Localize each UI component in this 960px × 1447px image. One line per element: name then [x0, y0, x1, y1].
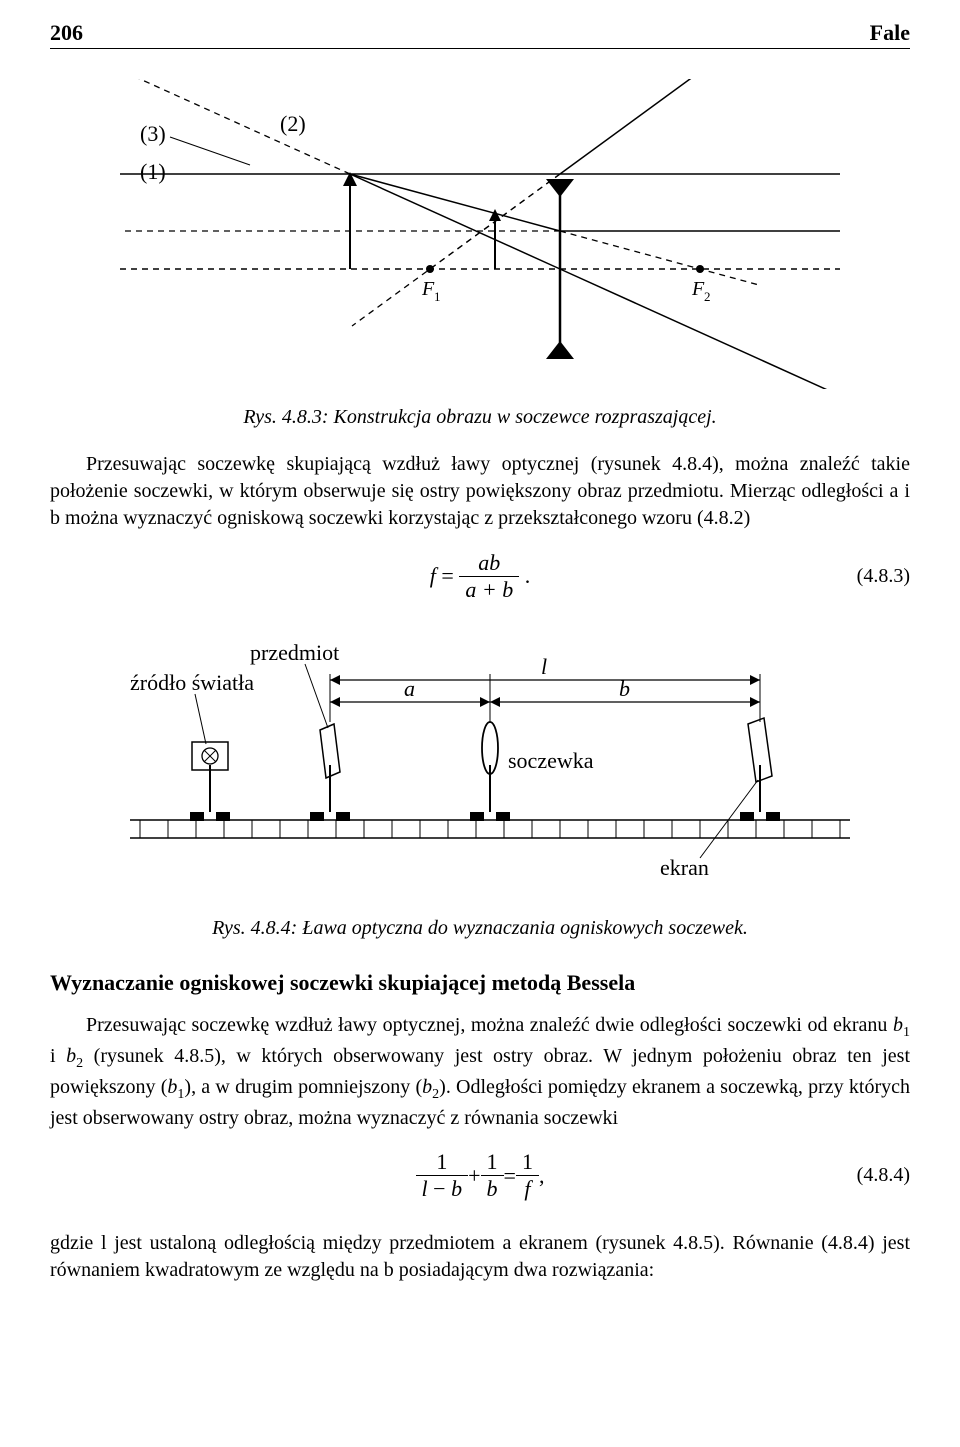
svg-text:ekran: ekran [660, 855, 709, 880]
and: i [50, 1045, 66, 1067]
svg-text:a: a [404, 676, 415, 701]
eq2-d1: l − b [416, 1176, 469, 1202]
para2a: Przesuwając soczewkę wzdłuż ławy optyczn… [86, 1014, 893, 1036]
b2c: b [422, 1076, 432, 1098]
fig1-svg: F1F2(1)(2)(3) [100, 79, 860, 389]
b1sub: 1 [903, 1025, 910, 1040]
svg-text:F: F [691, 278, 705, 300]
equation-4-8-3: f = ab a + b . (4.8.3) [50, 548, 910, 604]
equation-4-8-4: 1 l − b + 1 b = 1 f , (4.8.4) [50, 1148, 910, 1204]
eq1-num: ab [459, 550, 519, 577]
svg-text:2: 2 [704, 289, 711, 304]
fig2-caption: Rys. 4.8.4: Ława optyczna do wyznaczania… [50, 917, 910, 940]
page-number: 206 [50, 20, 83, 46]
chapter-title: Fale [870, 20, 910, 46]
svg-text:(3): (3) [140, 121, 166, 146]
fig2-svg: a b l przedmiot źródło światła soczewka ekran [100, 630, 860, 900]
eq2-n3: 1 [516, 1149, 539, 1176]
eq2-n2: 1 [481, 1149, 504, 1176]
svg-text:soczewka: soczewka [508, 748, 594, 773]
eq2-d3: f [516, 1176, 539, 1202]
eq2-plus: + [468, 1163, 480, 1189]
eq1-equals: = [436, 563, 459, 589]
eq2-number: (4.8.4) [857, 1164, 910, 1187]
paragraph-2: Przesuwając soczewkę wzdłuż ławy optyczn… [50, 1012, 910, 1132]
svg-text:1: 1 [434, 289, 441, 304]
paragraph-3: gdzie l jest ustaloną odległością między… [50, 1230, 910, 1284]
svg-text:(2): (2) [280, 111, 306, 136]
eq1-number: (4.8.3) [857, 565, 910, 588]
eq1-period: . [519, 563, 530, 589]
eq2-eq: = [504, 1163, 516, 1189]
paragraph-1: Przesuwając soczewkę skupiającą wzdłuż ł… [50, 451, 910, 532]
para2d: ). Odległości pomiędzy ekranem a soczewk… [50, 1076, 910, 1129]
b1c: b [167, 1076, 177, 1098]
svg-text:l: l [541, 654, 547, 679]
svg-text:źródło światła: źródło światła [130, 670, 254, 695]
svg-text:b: b [619, 676, 630, 701]
para2c: ), a w drugim pomniejszony ( [184, 1076, 422, 1098]
eq2-n1: 1 [416, 1149, 469, 1176]
figure-4-8-3: F1F2(1)(2)(3) Rys. 4.8.3: Konstrukcja ob… [50, 79, 910, 429]
svg-text:przedmiot: przedmiot [250, 640, 339, 665]
eq2-d2: b [481, 1176, 504, 1202]
b1: b [893, 1014, 903, 1036]
eq2-comma: , [539, 1163, 545, 1189]
svg-text:(1): (1) [140, 159, 166, 184]
svg-text:F: F [421, 278, 435, 300]
fig1-caption: Rys. 4.8.3: Konstrukcja obrazu w soczewc… [50, 406, 910, 429]
eq1-den: a + b [459, 577, 519, 603]
figure-4-8-4: ablprzedmiotźródło światłasoczewkaekran … [50, 630, 910, 940]
b2: b [66, 1045, 76, 1067]
section-title-bessel: Wyznaczanie ogniskowej soczewki skupiają… [50, 970, 910, 996]
